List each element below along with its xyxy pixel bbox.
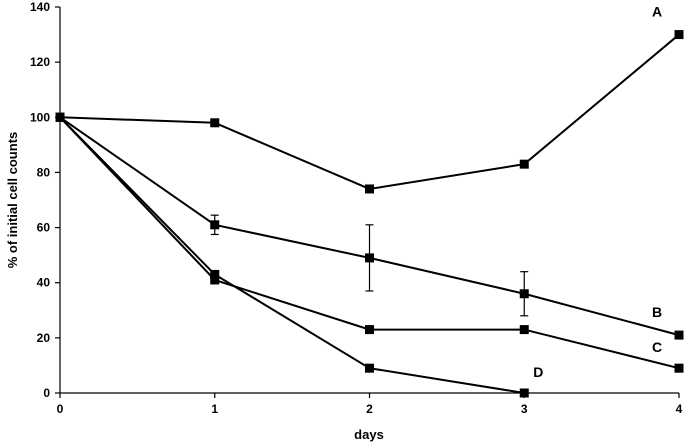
x-tick-label: 0 (57, 402, 64, 416)
series-d-point (519, 388, 529, 398)
x-axis-title: days (354, 427, 384, 442)
series-lines (59, 33, 680, 394)
series-a-point (519, 159, 529, 169)
series-c-label: C (652, 339, 662, 355)
axes (59, 7, 679, 394)
series-b-point (674, 330, 684, 340)
series-a-label: A (652, 4, 662, 20)
x-tick-label: 1 (211, 402, 218, 416)
y-tick-label: 100 (30, 110, 50, 124)
series-b-point (519, 289, 529, 299)
series-d-point (55, 112, 65, 122)
y-tick-label: 140 (30, 0, 50, 14)
series-a-point (210, 118, 220, 128)
y-tick-label: 80 (37, 165, 51, 179)
series-a-point (365, 184, 374, 194)
series-c-point (674, 363, 684, 373)
y-tick-label: 0 (43, 386, 50, 400)
series-markers (55, 30, 684, 398)
series-d-point (365, 363, 374, 373)
series-a-line (59, 33, 680, 191)
series-a-point (674, 30, 684, 40)
series-c-point (365, 325, 374, 335)
series-c-point (519, 325, 529, 335)
ticks: 0 20 40 60 80 100 120 140 0 1 2 3 4 (30, 0, 683, 416)
y-tick-label: 120 (30, 55, 50, 69)
series-b-point (210, 220, 220, 230)
series-labels: A B C D (533, 4, 662, 380)
x-tick-label: 3 (521, 402, 528, 416)
y-tick-label: 40 (37, 276, 51, 290)
series-d-point (210, 269, 220, 279)
series-d-label: D (533, 364, 543, 380)
series-d-line (59, 116, 525, 394)
series-b-point (365, 253, 374, 263)
y-tick-label: 20 (37, 331, 51, 345)
y-tick-label: 60 (37, 221, 51, 235)
x-tick-label: 2 (366, 402, 373, 416)
series-b-label: B (652, 304, 662, 320)
y-axis-title: % of initial cell counts (5, 132, 20, 269)
x-tick-label: 4 (676, 402, 683, 416)
series-c-point (210, 275, 220, 285)
